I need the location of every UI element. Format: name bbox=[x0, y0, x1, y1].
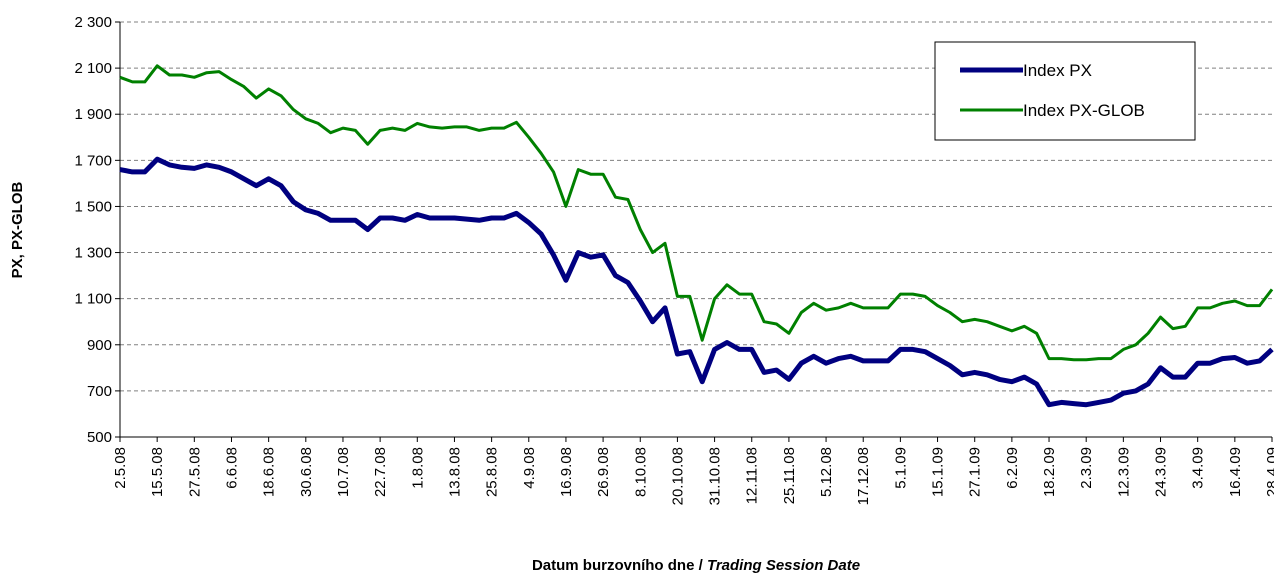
y-tick-label: 1 700 bbox=[74, 152, 112, 169]
x-tick-label: 12.3.09 bbox=[1115, 447, 1132, 497]
y-axis-title: PX, PX-GLOB bbox=[9, 181, 26, 278]
y-tick-label: 1 500 bbox=[74, 198, 112, 215]
x-tick-label: 6.6.08 bbox=[223, 447, 240, 489]
y-tick-label: 2 100 bbox=[74, 60, 112, 77]
x-axis-title-en: Trading Session Date bbox=[707, 557, 860, 574]
x-tick-label: 27.5.08 bbox=[186, 447, 203, 497]
x-axis-title-cz: Datum burzovního dne / bbox=[532, 557, 707, 574]
y-tick-label: 500 bbox=[87, 429, 112, 446]
x-tick-label: 18.2.09 bbox=[1041, 447, 1058, 497]
x-tick-label: 26.9.08 bbox=[595, 447, 612, 497]
x-tick-label: 15.5.08 bbox=[149, 447, 166, 497]
y-tick-label: 2 300 bbox=[74, 14, 112, 31]
line-series bbox=[119, 156, 1274, 408]
x-tick-label: 8.10.08 bbox=[632, 447, 649, 497]
x-tick-label: 25.11.08 bbox=[781, 447, 798, 504]
x-tick-label: 18.6.08 bbox=[261, 447, 278, 497]
x-tick-label: 13.8.08 bbox=[446, 447, 463, 497]
legend-label: Index PX-GLOB bbox=[1023, 101, 1145, 120]
y-tick-label: 700 bbox=[87, 383, 112, 400]
x-tick-label: 25.8.08 bbox=[484, 447, 501, 497]
x-tick-label: 4.9.08 bbox=[521, 447, 538, 489]
x-tick-label: 17.12.08 bbox=[855, 447, 872, 505]
line-series bbox=[119, 64, 1274, 362]
x-tick-label: 2.5.08 bbox=[112, 447, 129, 489]
y-tick-label: 1 100 bbox=[74, 291, 112, 308]
x-axis-title: Datum burzovního dne / Trading Session D… bbox=[532, 557, 860, 574]
y-tick-label: 1 900 bbox=[74, 106, 112, 123]
x-tick-label: 31.10.08 bbox=[707, 447, 724, 505]
x-tick-label: 1.8.08 bbox=[409, 447, 426, 489]
y-tick-label: 1 300 bbox=[74, 245, 112, 262]
x-tick-label: 5.12.08 bbox=[818, 447, 835, 497]
x-tick-label: 16.4.09 bbox=[1227, 447, 1244, 497]
legend-label: Index PX bbox=[1023, 61, 1092, 80]
x-tick-label: 12.11.08 bbox=[744, 447, 761, 504]
x-tick-label: 3.4.09 bbox=[1190, 447, 1207, 489]
x-tick-label: 30.6.08 bbox=[298, 447, 315, 497]
x-tick-label: 2.3.09 bbox=[1078, 447, 1095, 489]
x-tick-label: 10.7.08 bbox=[335, 447, 352, 497]
x-tick-label: 24.3.09 bbox=[1153, 447, 1170, 497]
x-tick-label: 27.1.09 bbox=[967, 447, 984, 497]
x-tick-label: 5.1.09 bbox=[892, 447, 909, 489]
x-tick-label: 15.1.09 bbox=[930, 447, 947, 497]
legend-box bbox=[934, 41, 1196, 141]
x-tick-label: 28.4.09 bbox=[1264, 447, 1274, 497]
x-tick-label: 6.2.09 bbox=[1004, 447, 1021, 489]
x-tick-label: 22.7.08 bbox=[372, 447, 389, 497]
x-tick-label: 16.9.08 bbox=[558, 447, 575, 497]
y-tick-label: 900 bbox=[87, 337, 112, 354]
x-tick-label: 20.10.08 bbox=[669, 447, 686, 505]
